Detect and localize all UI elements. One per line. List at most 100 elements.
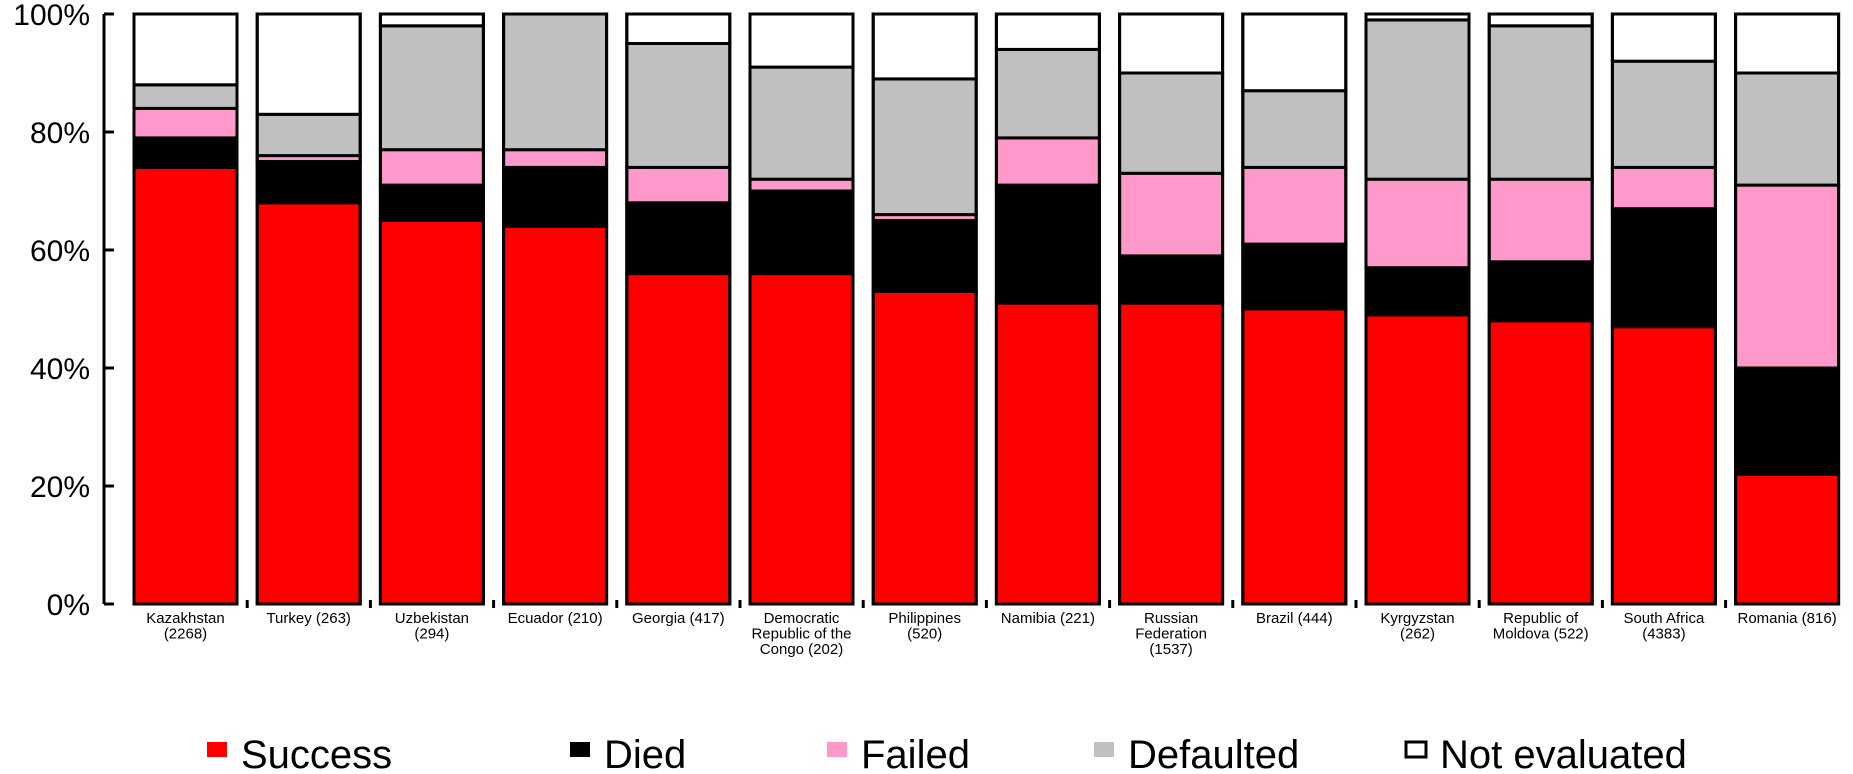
bar-outline <box>1364 12 1471 606</box>
bar-segment-defaulted <box>502 12 609 152</box>
bar-segment-died <box>255 160 362 205</box>
bar-segment-failed <box>1118 171 1225 258</box>
bar-outline <box>378 12 485 606</box>
bar-outline <box>132 12 239 606</box>
x-tick-label: Namibia (221) <box>1001 610 1095 627</box>
bar-outline <box>1487 12 1594 606</box>
bar-segment-not-evaluated <box>1610 12 1717 63</box>
bar-segment-defaulted <box>1118 71 1225 175</box>
bar-segment-success <box>994 301 1101 606</box>
bar-segment-not-evaluated <box>748 12 855 69</box>
bar-segment-not-evaluated <box>1118 12 1225 75</box>
bar-segment-not-evaluated <box>1487 12 1594 28</box>
bar-segment-not-evaluated <box>1241 12 1348 93</box>
bar-segment-success <box>1241 307 1348 606</box>
bar-outline <box>1734 12 1841 606</box>
x-tick-labels: Kazakhstan (2268) Turkey (263) Uzbekistan (2… <box>146 610 1836 658</box>
bar-segment-failed <box>994 136 1101 187</box>
bar-segment-failed <box>1734 183 1841 370</box>
legend: Success Died Failed Defaulted Not evaluated <box>207 733 1687 774</box>
legend-swatch-not-evaluated <box>1404 740 1428 759</box>
bar-segment-died <box>1487 260 1594 323</box>
legend-swatch-defaulted <box>1094 742 1114 757</box>
x-tick-label: Brazil (444) <box>1256 610 1333 627</box>
bar-segment-died <box>625 201 732 276</box>
bar-segment-success <box>378 219 485 606</box>
bar-segment-failed <box>378 148 485 187</box>
bar-outline <box>994 12 1101 606</box>
bar-segment-died <box>994 183 1101 305</box>
bar-segment-success <box>1610 325 1717 606</box>
y-tick-label: 80% <box>30 117 90 150</box>
bar-segment-defaulted <box>871 77 978 217</box>
bar-segment-defaulted <box>1734 71 1841 187</box>
bar-segment-defaulted <box>1364 18 1471 181</box>
x-tick-label: Philippines (520) <box>888 610 961 643</box>
x-tick-label: Romania (816) <box>1737 610 1836 627</box>
bar-segment-failed <box>1610 165 1717 211</box>
bars <box>132 12 1841 608</box>
x-tick-label: Republic of Moldova (522) <box>1493 610 1589 643</box>
bar-segment-success <box>625 272 732 606</box>
bar-segment-not-evaluated <box>255 12 362 116</box>
bar-segment-success <box>132 165 239 606</box>
bar-segment-success <box>502 224 609 606</box>
legend-swatch-success <box>207 742 227 757</box>
bar-segment-defaulted <box>378 24 485 152</box>
bar-segment-success <box>748 272 855 606</box>
legend-label: Not evaluated <box>1440 733 1687 774</box>
y-tick-label: 20% <box>30 471 90 504</box>
bar-segment-defaulted <box>1241 89 1348 169</box>
bar-segment-not-evaluated <box>378 12 485 28</box>
bar-segment-not-evaluated <box>625 12 732 45</box>
bar-outline <box>625 12 732 606</box>
bar-segment-died <box>378 183 485 223</box>
y-tick-label: 0% <box>47 589 90 622</box>
x-tick-label: Georgia (417) <box>632 610 725 627</box>
bar-segment-died <box>1241 242 1348 311</box>
bar-outline <box>502 12 609 606</box>
legend-label: Success <box>241 733 392 774</box>
bar-outline <box>1118 12 1225 606</box>
bar-segment-died <box>1364 266 1471 317</box>
bar-segment-success <box>1487 319 1594 606</box>
bar-outline <box>871 12 978 606</box>
bar-segment-success <box>1734 472 1841 606</box>
x-tick-label: Uzbekistan (294) <box>395 610 469 643</box>
bar-segment-defaulted <box>132 83 239 110</box>
bar-segment-died <box>871 219 978 293</box>
legend-label: Died <box>604 733 686 774</box>
bar-segment-defaulted <box>1487 24 1594 181</box>
x-tick-label: Kazakhstan (2268) <box>146 610 224 643</box>
legend-label: Failed <box>861 733 970 774</box>
bar-segment-not-evaluated <box>132 12 239 87</box>
bar-segment-not-evaluated <box>871 12 978 81</box>
x-tick-label: South Africa (4383) <box>1623 610 1705 643</box>
bar-segment-died <box>1734 366 1841 476</box>
bar-outline <box>1241 12 1348 606</box>
bar-segment-died <box>1118 254 1225 305</box>
bar-segment-died <box>748 189 855 276</box>
bar-outline <box>255 12 362 606</box>
bar-segment-died <box>502 165 609 228</box>
bar-segment-failed <box>625 165 732 205</box>
x-tick-label: Ecuador (210) <box>508 610 603 627</box>
bar-segment-success <box>1364 313 1471 606</box>
bar-segment-died <box>132 136 239 169</box>
x-tick-label: Kyrgyzstan (262) <box>1380 610 1454 643</box>
bar-segment-failed <box>1487 177 1594 264</box>
bar-segment-failed <box>1364 177 1471 270</box>
bar-segment-not-evaluated <box>994 12 1101 51</box>
x-tick-label: Democratic Republic of the Congo (202) <box>751 610 851 658</box>
bar-segment-success <box>255 201 362 606</box>
bar-segment-defaulted <box>748 65 855 181</box>
bar-segment-failed <box>132 106 239 140</box>
bar-segment-failed <box>502 148 609 169</box>
bar-outline <box>748 12 855 606</box>
bar-segment-not-evaluated <box>1734 12 1841 75</box>
bar-segment-defaulted <box>255 112 362 158</box>
bar-outline <box>1610 12 1717 606</box>
bar-segment-success <box>871 289 978 606</box>
bar-segment-failed <box>1241 165 1348 246</box>
